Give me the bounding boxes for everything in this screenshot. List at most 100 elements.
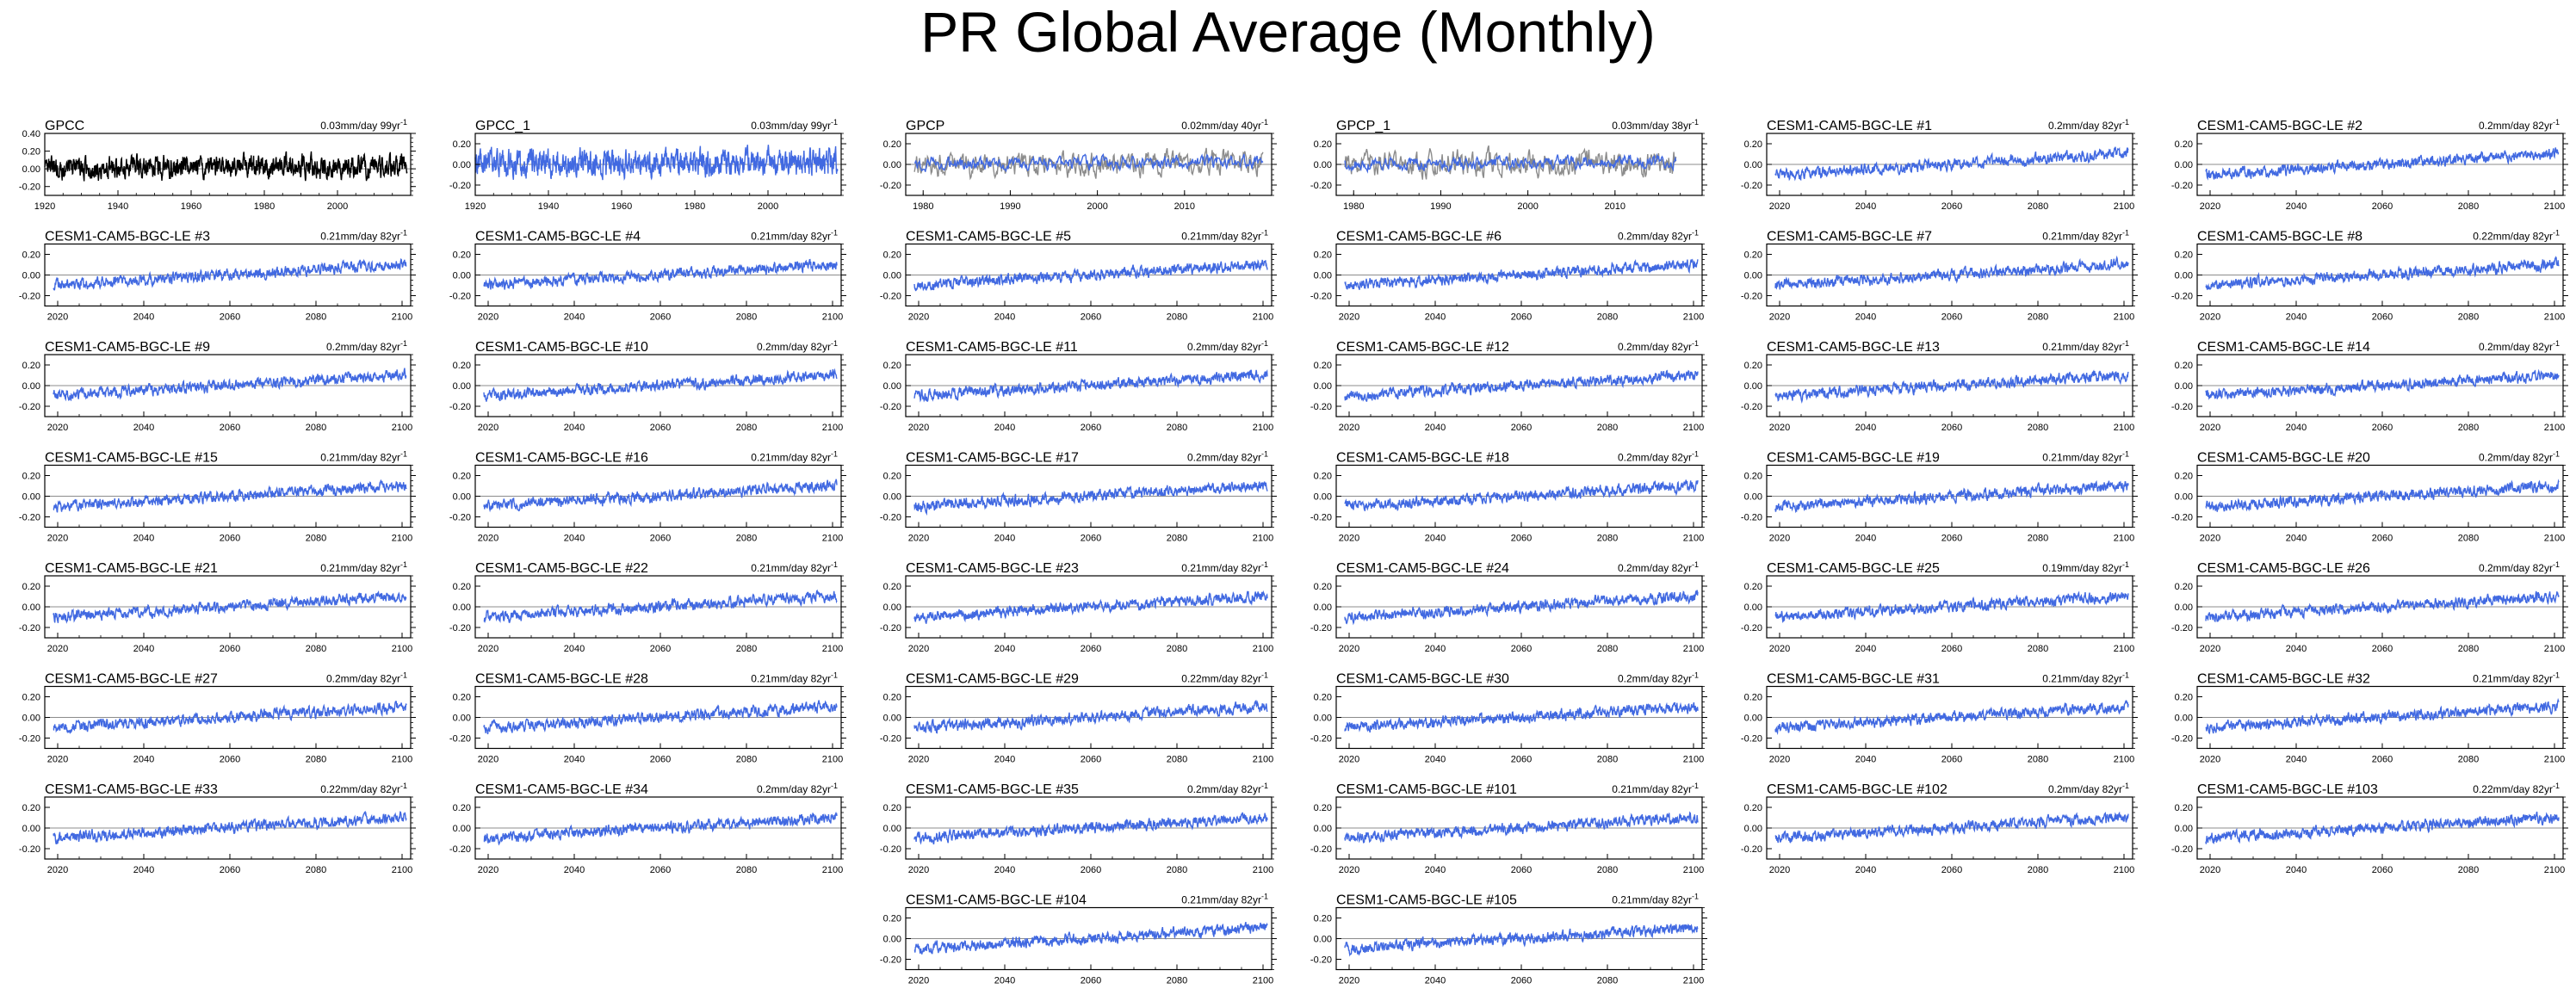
panel-cesm1-cam5-bgc-le-5: CESM1-CAM5-BGC-LE #5 0.21mm/day 82yr-1 0.2… [880, 229, 1277, 323]
trend-exponent: -1 [831, 450, 838, 459]
panel-trend: 0.22mm/day 82yr-1 [1181, 671, 1268, 685]
x-tick-label: 2020 [1769, 865, 1790, 875]
panel-trend: 0.21mm/day 82yr-1 [320, 560, 407, 574]
series-line [53, 811, 407, 845]
y-tick-label: 0.00 [883, 381, 901, 392]
trend-exponent: -1 [1261, 782, 1268, 790]
y-tick-label: 0.00 [2175, 381, 2193, 392]
x-tick-label: 2040 [1855, 644, 1876, 654]
x-tick-label: 2060 [220, 534, 240, 544]
y-tick-label: -0.20 [880, 955, 901, 966]
y-tick-label: -0.20 [2171, 292, 2193, 302]
x-tick-label: 2040 [1855, 201, 1876, 212]
x-tick-label: 2020 [1769, 312, 1790, 323]
y-tick-label: 0.20 [453, 582, 471, 592]
trend-exponent: -1 [831, 339, 838, 348]
y-tick-label: 0.20 [22, 250, 40, 261]
y-tick-label: -0.20 [1310, 402, 1332, 412]
x-tick-label: 2060 [1511, 976, 1532, 986]
x-tick-label: 2020 [1769, 423, 1790, 433]
x-tick-label: 2040 [994, 976, 1015, 986]
y-tick-label: 0.00 [453, 492, 471, 503]
x-tick-label: 2100 [822, 644, 843, 654]
x-tick-label: 2040 [564, 534, 585, 544]
panel-cesm1-cam5-bgc-le-28: CESM1-CAM5-BGC-LE #28 0.21mm/day 82yr-1 0.… [449, 671, 846, 765]
x-tick-label: 2000 [327, 201, 348, 212]
panel-trend: 0.21mm/day 82yr-1 [2042, 229, 2129, 243]
x-tick-label: 2100 [1253, 312, 1273, 323]
x-tick-label: 2100 [822, 423, 843, 433]
series-line [483, 589, 838, 624]
x-tick-label: 2080 [1597, 644, 1618, 654]
series-line [1344, 479, 1699, 511]
y-tick-label: -0.20 [1310, 734, 1332, 745]
trend-exponent: -1 [400, 560, 407, 569]
x-tick-label: 2080 [2458, 755, 2479, 765]
x-tick-label: 2040 [1425, 423, 1446, 433]
panel-label: CESM1-CAM5-BGC-LE #17 [906, 451, 1079, 466]
x-tick-label: 2060 [1941, 644, 1962, 654]
panel-trend: 0.2mm/day 82yr-1 [2479, 560, 2560, 574]
x-tick-label: 2080 [2458, 644, 2479, 654]
x-tick-label: 2040 [133, 865, 154, 875]
x-tick-label: 2080 [1597, 755, 1618, 765]
series-line [1344, 924, 1699, 957]
panel-cesm1-cam5-bgc-le-30: CESM1-CAM5-BGC-LE #30 0.2mm/day 82yr-1 0.2… [1310, 671, 1707, 765]
x-tick-label: 1980 [913, 201, 933, 212]
x-tick-label: 2060 [1081, 534, 1101, 544]
x-tick-label: 2020 [1769, 755, 1790, 765]
trend-exponent: -1 [1261, 560, 1268, 569]
panel-label: CESM1-CAM5-BGC-LE #1 [1767, 119, 1932, 133]
y-tick-label: -0.20 [449, 513, 471, 523]
x-tick-label: 2020 [908, 755, 929, 765]
series-line [1774, 479, 2129, 514]
x-tick-label: 2100 [392, 312, 412, 323]
y-tick-label: 0.00 [1744, 381, 1762, 392]
y-tick-label: -0.20 [2171, 181, 2193, 191]
panel-trend: 0.2mm/day 82yr-1 [326, 671, 407, 685]
panel-trend: 0.2mm/day 82yr-1 [1618, 560, 1699, 574]
y-tick-label: 0.00 [453, 381, 471, 392]
y-tick-label: 0.20 [2175, 582, 2193, 592]
y-tick-label: 0.00 [2175, 824, 2193, 834]
x-tick-label: 2060 [1081, 976, 1101, 986]
x-tick-label: 2040 [1425, 534, 1446, 544]
panel-cesm1-cam5-bgc-le-13: CESM1-CAM5-BGC-LE #13 0.21mm/day 82yr-1 0.… [1741, 339, 2138, 433]
x-tick-label: 2020 [478, 644, 498, 654]
panel-trend: 0.2mm/day 82yr-1 [2048, 118, 2129, 132]
y-tick-label: 0.00 [883, 714, 901, 724]
x-tick-label: 2080 [2028, 201, 2048, 212]
panel-cesm1-cam5-bgc-le-34: CESM1-CAM5-BGC-LE #34 0.2mm/day 82yr-1 0.2… [449, 782, 846, 875]
y-tick-label: 0.20 [1744, 250, 1762, 261]
y-tick-label: 0.20 [2175, 139, 2193, 150]
y-tick-label: 0.20 [1314, 803, 1332, 813]
trend-exponent: -1 [1261, 671, 1268, 680]
x-tick-label: 2080 [2028, 534, 2048, 544]
x-tick-label: 2040 [2286, 423, 2307, 433]
panel-cesm1-cam5-bgc-le-101: CESM1-CAM5-BGC-LE #101 0.21mm/day 82yr-1 0… [1310, 782, 1707, 875]
panel-label: GPCP [906, 119, 944, 133]
x-tick-label: 2100 [1683, 312, 1704, 323]
panel-gpcp-1: GPCP_1 0.03mm/day 38yr-1 0.20 0.00 -0.20 1980… [1310, 118, 1707, 212]
x-tick-label: 2040 [133, 423, 154, 433]
x-tick-label: 2040 [1425, 312, 1446, 323]
trend-exponent: -1 [400, 229, 407, 238]
panel-cesm1-cam5-bgc-le-18: CESM1-CAM5-BGC-LE #18 0.2mm/day 82yr-1 0.2… [1310, 450, 1707, 544]
trend-exponent: -1 [1261, 339, 1268, 348]
panel-cesm1-cam5-bgc-le-3: CESM1-CAM5-BGC-LE #3 0.21mm/day 82yr-1 0.2… [19, 229, 416, 323]
x-tick-label: 2100 [2544, 534, 2565, 544]
panel-cesm1-cam5-bgc-le-105: CESM1-CAM5-BGC-LE #105 0.21mm/day 82yr-1 0… [1310, 893, 1707, 986]
x-tick-label: 2020 [478, 423, 498, 433]
trend-exponent: -1 [400, 671, 407, 680]
y-tick-label: 0.20 [22, 803, 40, 813]
trend-exponent: -1 [2553, 450, 2560, 459]
trend-exponent: -1 [2553, 118, 2560, 127]
y-tick-label: 0.20 [453, 803, 471, 813]
x-tick-label: 2000 [758, 201, 778, 212]
x-tick-label: 2060 [2372, 534, 2393, 544]
y-tick-label: 0.00 [22, 603, 40, 613]
y-tick-label: -0.20 [880, 292, 901, 302]
trend-exponent: -1 [2122, 560, 2129, 569]
panel-trend: 0.21mm/day 82yr-1 [751, 450, 838, 464]
y-tick-label: -0.20 [880, 513, 901, 523]
